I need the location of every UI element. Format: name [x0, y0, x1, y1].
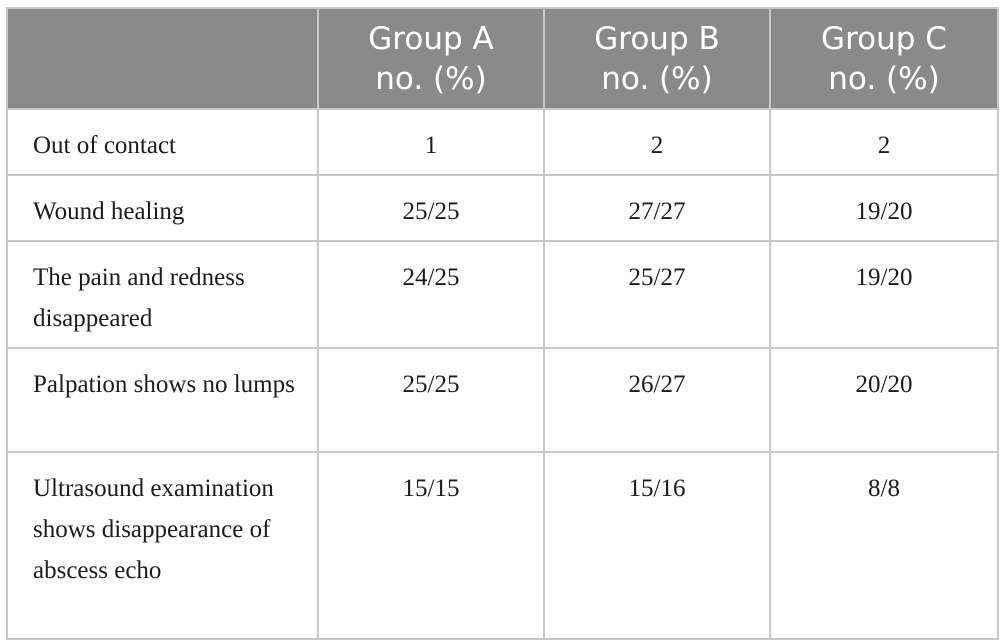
table-row: Palpation shows no lumps 25/25 26/27 20/… [6, 347, 999, 453]
header-cell-group-b: Group B no. (%) [543, 7, 771, 110]
header-group-c-name: Group C [821, 20, 947, 57]
row-label: Ultrasound examination shows disappearan… [6, 451, 319, 640]
header-cell-empty [6, 7, 319, 110]
table-row: Ultrasound examination shows disappearan… [6, 451, 999, 640]
header-group-a-name: Group A [368, 20, 494, 57]
group-c-value: 19/20 [769, 174, 999, 242]
group-b-value: 27/27 [543, 174, 771, 242]
header-group-b-name: Group B [594, 20, 720, 57]
table-row: Out of contact 1 2 2 [6, 108, 999, 176]
row-label: Palpation shows no lumps [6, 347, 319, 453]
group-c-value: 2 [769, 108, 999, 176]
group-a-value: 24/25 [317, 240, 545, 349]
table-row: Wound healing 25/25 27/27 19/20 [6, 174, 999, 242]
header-group-c-unit: no. (%) [828, 60, 940, 97]
group-b-value: 25/27 [543, 240, 771, 349]
group-a-value: 1 [317, 108, 545, 176]
group-a-value: 25/25 [317, 347, 545, 453]
row-label: Wound healing [6, 174, 319, 242]
table-body: Out of contact 1 2 2 Wound healing 25/25… [6, 108, 999, 640]
group-c-value: 20/20 [769, 347, 999, 453]
group-b-value: 2 [543, 108, 771, 176]
header-cell-group-c: Group C no. (%) [769, 7, 999, 110]
row-label: Out of contact [6, 108, 319, 176]
group-c-value: 8/8 [769, 451, 999, 640]
group-b-value: 15/16 [543, 451, 771, 640]
header-cell-group-a: Group A no. (%) [317, 7, 545, 110]
header-group-b-unit: no. (%) [601, 60, 713, 97]
results-table: Group A no. (%) Group B no. (%) Group C … [6, 7, 999, 640]
group-b-value: 26/27 [543, 347, 771, 453]
header-group-a-unit: no. (%) [375, 60, 487, 97]
table-header: Group A no. (%) Group B no. (%) Group C … [6, 7, 999, 110]
table-row: The pain and redness disappeared 24/25 2… [6, 240, 999, 349]
group-a-value: 25/25 [317, 174, 545, 242]
group-a-value: 15/15 [317, 451, 545, 640]
group-c-value: 19/20 [769, 240, 999, 349]
row-label: The pain and redness disappeared [6, 240, 319, 349]
header-row: Group A no. (%) Group B no. (%) Group C … [6, 7, 999, 110]
